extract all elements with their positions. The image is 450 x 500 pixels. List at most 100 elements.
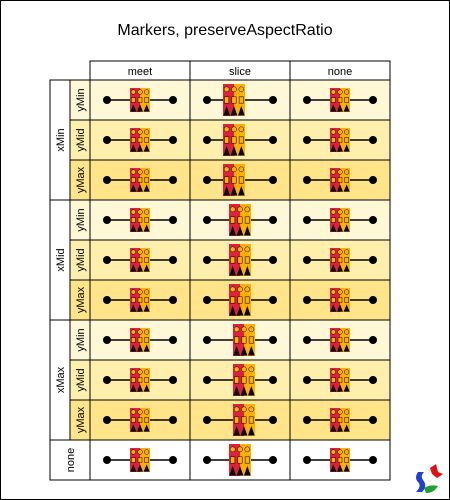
- marker-sample: [103, 288, 177, 312]
- marker-sample: [303, 408, 377, 432]
- start-dot: [203, 456, 211, 464]
- marker-sample: [203, 164, 277, 196]
- end-dot: [369, 296, 377, 304]
- end-dot: [369, 136, 377, 144]
- end-dot: [369, 216, 377, 224]
- start-dot: [303, 296, 311, 304]
- end-dot: [369, 176, 377, 184]
- marker-sample: [303, 368, 377, 392]
- end-dot: [269, 256, 277, 264]
- marker-block: [229, 284, 251, 316]
- marker-block: [330, 328, 350, 352]
- end-dot: [369, 456, 377, 464]
- end-dot: [269, 376, 277, 384]
- start-dot: [203, 256, 211, 264]
- marker-block: [223, 124, 245, 156]
- marker-sample: [203, 84, 277, 116]
- row-label-yMax: yMax: [75, 166, 87, 193]
- start-dot: [303, 256, 311, 264]
- row-label-yMin: yMin: [75, 328, 87, 351]
- start-dot: [303, 456, 311, 464]
- end-dot: [269, 296, 277, 304]
- start-dot: [303, 336, 311, 344]
- marker-sample: [103, 88, 177, 112]
- row-label-yMax: yMax: [75, 286, 87, 313]
- end-dot: [269, 216, 277, 224]
- start-dot: [303, 216, 311, 224]
- start-dot: [203, 176, 211, 184]
- marker-block: [233, 324, 255, 356]
- marker-sample: [203, 404, 277, 436]
- marker-sample: [203, 284, 277, 316]
- marker-sample: [203, 244, 277, 276]
- end-dot: [269, 96, 277, 104]
- marker-sample: [103, 448, 177, 472]
- end-dot: [169, 216, 177, 224]
- marker-block: [330, 128, 350, 152]
- marker-block: [330, 288, 350, 312]
- marker-sample: [303, 448, 377, 472]
- marker-block: [330, 208, 350, 232]
- marker-block: [229, 244, 251, 276]
- figure-title: Markers, preserveAspectRatio: [117, 22, 333, 39]
- group-label-xMax: xMax: [55, 366, 67, 393]
- marker-block: [233, 404, 255, 436]
- start-dot: [103, 296, 111, 304]
- column-header-meet: meet: [128, 66, 152, 78]
- start-dot: [303, 136, 311, 144]
- end-dot: [369, 336, 377, 344]
- marker-sample: [303, 128, 377, 152]
- row-label-yMid: yMid: [75, 368, 87, 391]
- end-dot: [169, 336, 177, 344]
- marker-block: [130, 208, 150, 232]
- marker-block: [330, 248, 350, 272]
- marker-sample: [303, 208, 377, 232]
- row-label-yMid: yMid: [75, 248, 87, 271]
- end-dot: [269, 456, 277, 464]
- start-dot: [103, 256, 111, 264]
- marker-sample: [203, 204, 277, 236]
- batik-logo-icon: [416, 464, 443, 493]
- marker-block: [223, 164, 245, 196]
- marker-block: [330, 368, 350, 392]
- end-dot: [169, 456, 177, 464]
- start-dot: [103, 136, 111, 144]
- column-header-none: none: [328, 66, 352, 78]
- marker-sample: [103, 408, 177, 432]
- marker-block: [330, 168, 350, 192]
- marker-sample: [103, 168, 177, 192]
- marker-sample: [303, 328, 377, 352]
- start-dot: [203, 336, 211, 344]
- marker-block: [330, 88, 350, 112]
- start-dot: [103, 456, 111, 464]
- end-dot: [169, 256, 177, 264]
- marker-block: [130, 248, 150, 272]
- start-dot: [203, 376, 211, 384]
- start-dot: [303, 176, 311, 184]
- end-dot: [269, 176, 277, 184]
- row-label-yMid: yMid: [75, 128, 87, 151]
- column-header-slice: slice: [229, 66, 251, 78]
- end-dot: [369, 376, 377, 384]
- marker-block: [130, 288, 150, 312]
- marker-block: [130, 128, 150, 152]
- end-dot: [169, 296, 177, 304]
- start-dot: [203, 216, 211, 224]
- marker-block: [229, 444, 251, 476]
- start-dot: [303, 96, 311, 104]
- marker-sample: [103, 248, 177, 272]
- marker-sample: [103, 208, 177, 232]
- row-label-yMax: yMax: [75, 406, 87, 433]
- marker-sample: [103, 368, 177, 392]
- start-dot: [103, 376, 111, 384]
- start-dot: [203, 96, 211, 104]
- marker-sample: [303, 288, 377, 312]
- marker-sample: [203, 124, 277, 156]
- group-label-xMid: xMid: [55, 248, 67, 271]
- marker-block: [130, 168, 150, 192]
- start-dot: [203, 416, 211, 424]
- marker-sample: [103, 128, 177, 152]
- group-label-cell: [49, 439, 91, 481]
- end-dot: [169, 136, 177, 144]
